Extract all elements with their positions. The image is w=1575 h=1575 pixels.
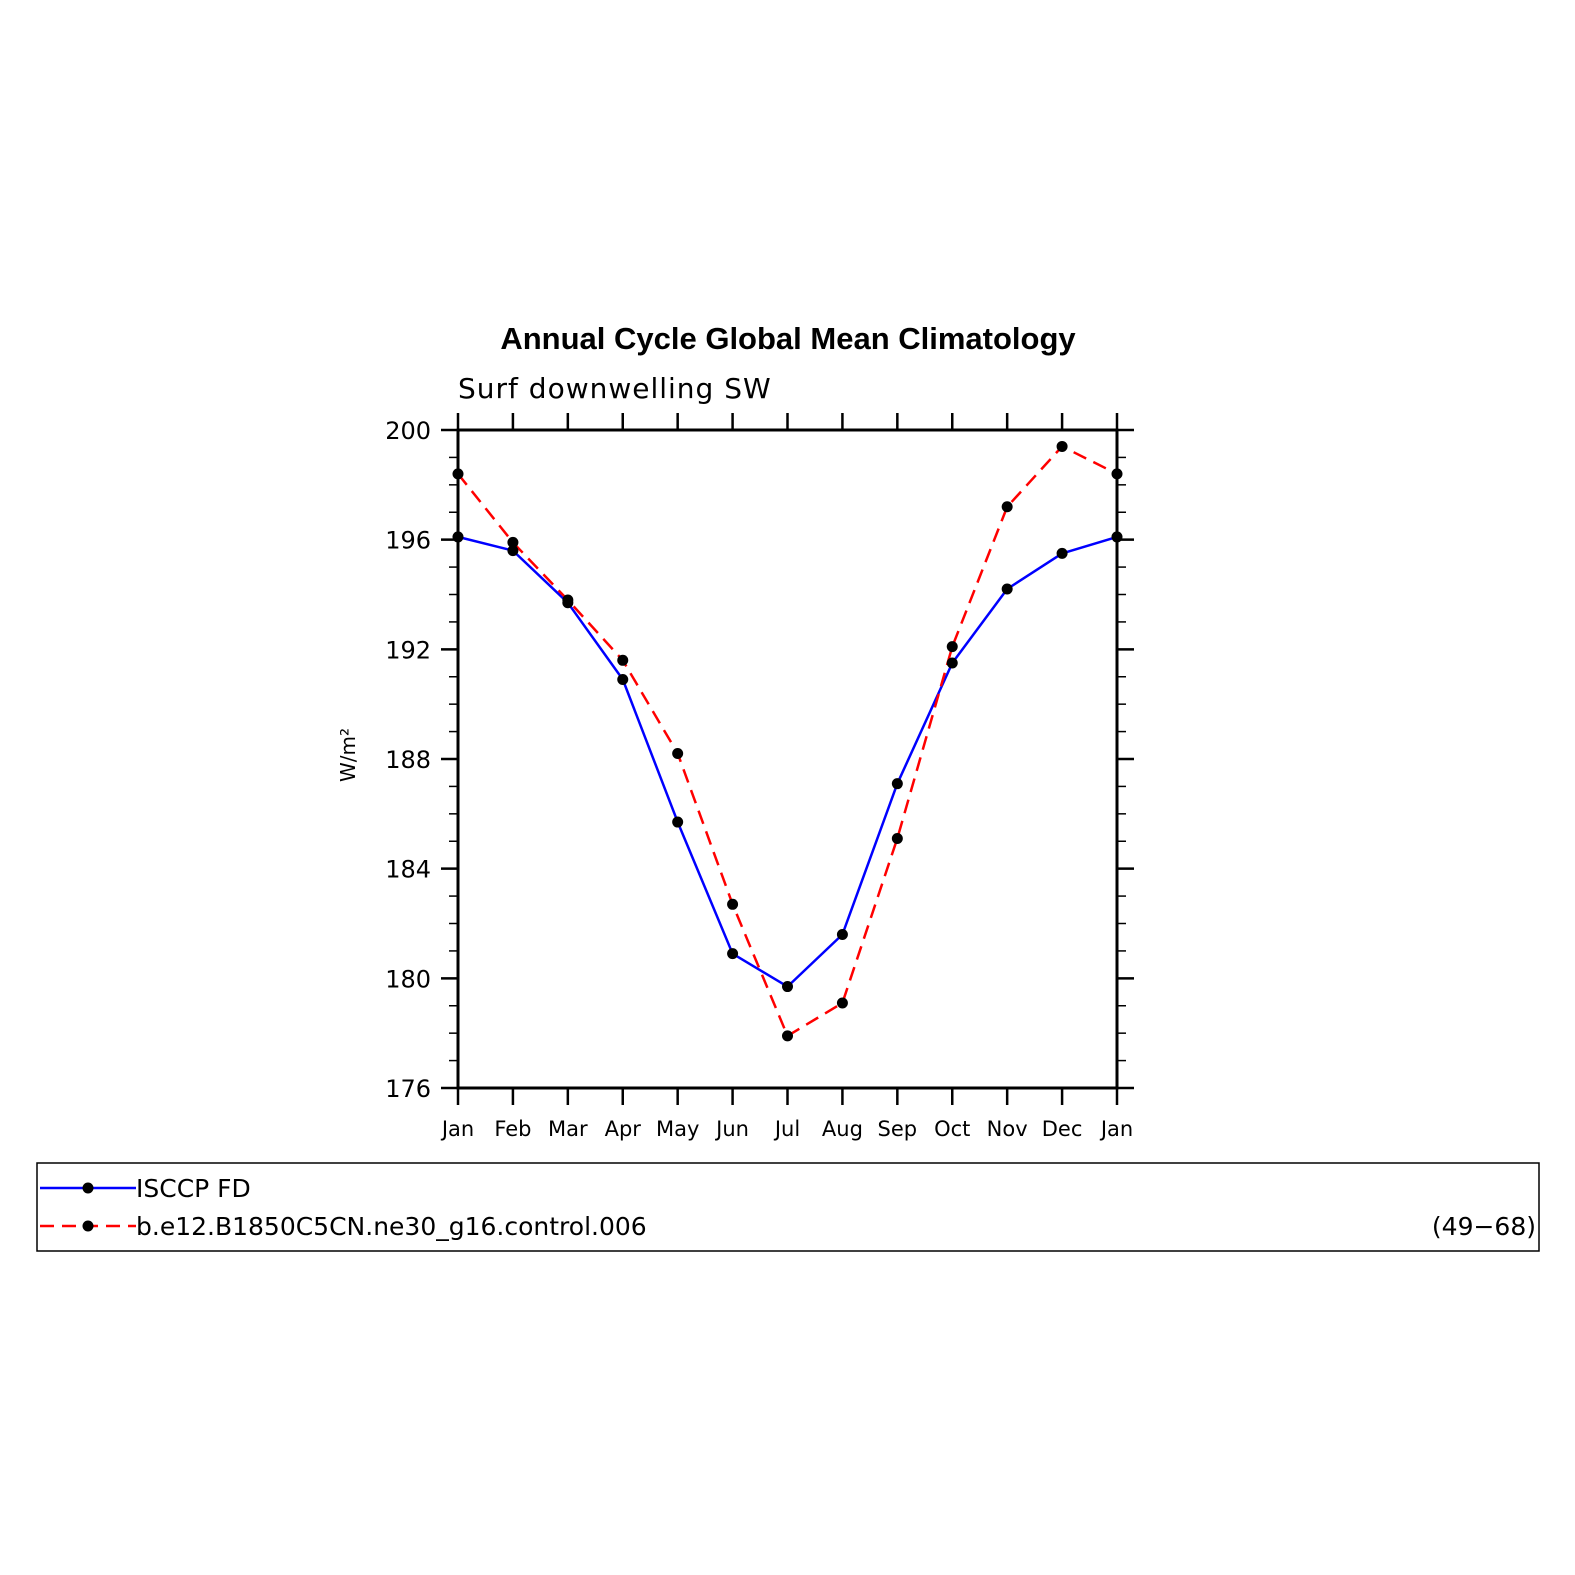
data-point-series-2 — [1001, 501, 1013, 513]
y-tick-label: 196 — [385, 527, 431, 555]
y-tick-label: 188 — [385, 746, 431, 774]
legend-note: (49−68) — [1432, 1212, 1536, 1241]
data-point-series-2 — [891, 833, 903, 845]
data-point-series-1 — [727, 948, 739, 960]
data-point-series-1 — [891, 778, 903, 790]
x-tick-label: Oct — [934, 1117, 970, 1141]
x-tick-label: May — [656, 1117, 699, 1141]
data-point-series-1 — [452, 531, 464, 543]
legend-label-series-1: ISCCP FD — [136, 1174, 251, 1203]
legend: ISCCP FD b.e12.B1850C5CN.ne30_g16.contro… — [36, 1162, 1540, 1252]
data-point-series-1 — [836, 928, 848, 940]
y-tick-label: 176 — [385, 1075, 431, 1103]
data-point-series-2 — [672, 748, 684, 760]
data-point-series-2 — [836, 997, 848, 1009]
legend-marker-series-1 — [82, 1182, 94, 1194]
x-tick-label: Mar — [548, 1117, 588, 1141]
x-tick-label: Nov — [987, 1117, 1028, 1141]
data-point-series-1 — [617, 673, 629, 685]
legend-box — [36, 1162, 1540, 1252]
data-point-series-2 — [1056, 440, 1068, 452]
x-tick-label: Jan — [1099, 1117, 1133, 1141]
x-tick-label: Jun — [714, 1117, 749, 1141]
data-point-series-1 — [1056, 547, 1068, 559]
data-point-series-2 — [507, 536, 519, 548]
data-point-series-2 — [562, 594, 574, 606]
chart-title: Annual Cycle Global Mean Climatology — [500, 321, 1076, 356]
series-line-1 — [457, 535, 1118, 988]
plot-area: 176 180 184 188 192 196 200 Jan Feb Mar Apr May Jun J… — [385, 413, 1134, 1141]
x-tick-label: Feb — [494, 1117, 531, 1141]
data-point-series-2 — [617, 654, 629, 666]
data-point-series-1 — [782, 981, 793, 993]
y-tick-label: 184 — [385, 856, 431, 884]
data-point-series-1 — [1111, 531, 1123, 543]
data-point-series-2 — [782, 1030, 793, 1042]
y-tick-label: 192 — [385, 636, 431, 664]
y-tick-label: 180 — [385, 965, 431, 993]
data-point-series-1 — [946, 657, 958, 669]
chart-subtitle: Surf downwelling SW — [458, 372, 772, 405]
y-axis-label: W/m² — [336, 728, 360, 782]
x-tick-label: Aug — [822, 1117, 863, 1141]
data-point-series-2 — [1111, 468, 1123, 480]
legend-label-series-2: b.e12.B1850C5CN.ne30_g16.control.006 — [136, 1212, 647, 1241]
data-point-series-2 — [727, 898, 739, 910]
x-tick-label: Jan — [440, 1117, 474, 1141]
y-tick-label: 200 — [385, 417, 431, 445]
data-point-series-2 — [452, 468, 464, 480]
x-tick-label: Apr — [605, 1117, 642, 1141]
series-line-2 — [457, 445, 1118, 1038]
x-tick-label: Jul — [773, 1117, 800, 1141]
data-point-series-1 — [1001, 583, 1013, 595]
data-point-series-1 — [672, 816, 684, 828]
data-point-series-1 — [507, 545, 519, 557]
x-tick-label: Dec — [1042, 1117, 1083, 1141]
x-tick-label: Sep — [878, 1117, 918, 1141]
legend-marker-series-2 — [82, 1220, 94, 1232]
data-point-series-2 — [946, 641, 958, 653]
